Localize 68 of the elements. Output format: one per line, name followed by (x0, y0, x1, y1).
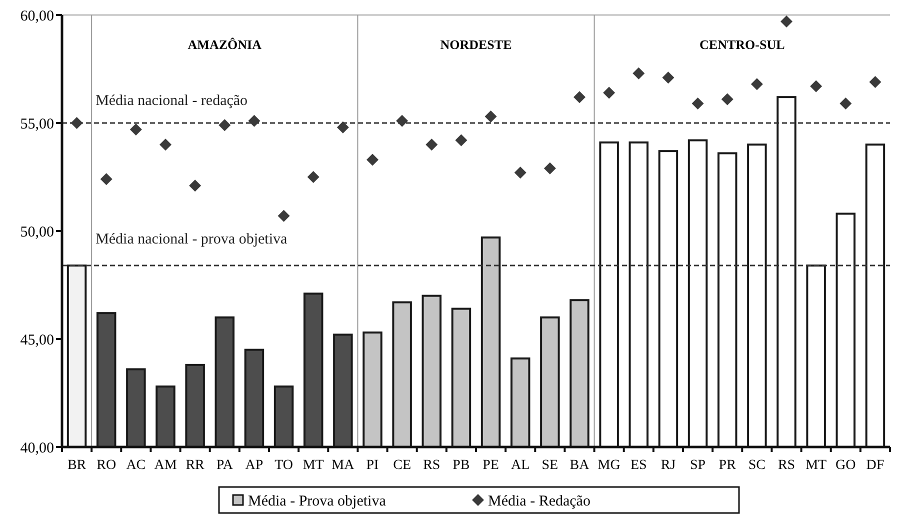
point (810, 80, 822, 92)
x-tick-label: AP (245, 458, 264, 473)
x-tick-label: SP (690, 458, 706, 473)
x-tick-label: MT (806, 458, 828, 473)
x-tick-label: RO (96, 458, 116, 473)
x-tick-label: DF (866, 458, 884, 473)
ref-line-label: Média nacional - prova objetiva (96, 232, 288, 248)
x-tick-label: MA (332, 458, 356, 473)
x-tick-label: PA (216, 458, 234, 473)
point (396, 114, 408, 127)
point (307, 171, 320, 183)
x-tick-label: RS (778, 458, 796, 473)
x-tick-label: RJ (660, 458, 676, 473)
point (632, 67, 645, 80)
point (366, 154, 378, 166)
annotation: AMAZÔNIA (188, 37, 262, 52)
legend-label: Média - Redação (488, 493, 590, 510)
annotation: NORDESTE (440, 37, 512, 52)
x-tick-label: SC (748, 458, 766, 473)
y-tick-label: 55,00 (20, 116, 54, 132)
point (840, 98, 852, 110)
x-tick-label: PR (718, 458, 737, 473)
point (426, 138, 438, 151)
point (70, 117, 83, 129)
point (514, 166, 526, 179)
y-tick-label: 60,00 (20, 8, 54, 24)
point (218, 119, 231, 132)
point (189, 180, 202, 192)
point (160, 138, 172, 151)
point (692, 98, 704, 110)
x-tick-label: AC (126, 458, 146, 473)
x-tick-label: AM (154, 458, 178, 473)
x-tick-label: RS (423, 458, 440, 473)
x-tick-label: SE (542, 458, 558, 473)
point (484, 110, 497, 123)
y-tick-label: 50,00 (20, 224, 54, 240)
legend-label: Média - Prova objetiva (248, 493, 386, 510)
point (455, 134, 468, 146)
x-tick-label: BR (67, 458, 87, 473)
point (662, 72, 674, 84)
point (544, 162, 556, 174)
point (603, 86, 616, 99)
x-tick-label: PB (452, 458, 470, 473)
x-tick-label: RR (186, 458, 206, 473)
point (248, 114, 260, 127)
x-tick-label: TO (274, 458, 293, 473)
x-tick-label: PI (366, 458, 380, 473)
x-tick-label: ES (630, 458, 647, 473)
x-tick-label: PE (482, 458, 499, 473)
x-tick-label: CE (393, 458, 412, 473)
point (721, 93, 734, 106)
x-tick-label: MT (302, 458, 324, 473)
point (278, 210, 290, 222)
ref-line-label: Média nacional - redação (96, 93, 248, 109)
x-tick-label: AL (511, 458, 530, 473)
point (750, 78, 763, 90)
y-tick-label: 45,00 (20, 332, 54, 348)
x-tick-label: GO (836, 458, 856, 473)
point (130, 123, 142, 136)
x-tick-label: MG (598, 458, 620, 473)
point (336, 121, 349, 134)
point (574, 91, 586, 104)
y-tick-label: 40,00 (20, 440, 54, 456)
x-tick-label: BA (570, 458, 590, 473)
point (869, 76, 882, 88)
annotation: CENTRO-SUL (700, 37, 786, 52)
point (100, 173, 112, 186)
point (780, 15, 792, 28)
